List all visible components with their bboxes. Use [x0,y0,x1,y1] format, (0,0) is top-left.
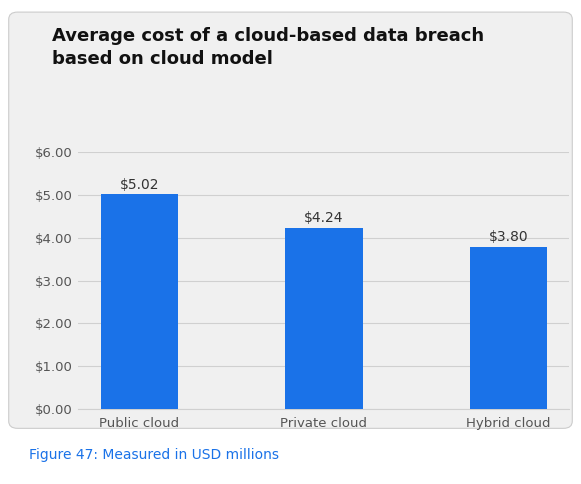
Text: Average cost of a cloud-based data breach
based on cloud model: Average cost of a cloud-based data breac… [52,27,485,68]
Text: $5.02: $5.02 [120,178,159,192]
Bar [101,195,178,409]
Text: $4.24: $4.24 [304,211,343,225]
Text: $3.80: $3.80 [489,230,528,244]
Bar [469,246,547,409]
Bar [285,227,363,409]
Text: Figure 47: Measured in USD millions: Figure 47: Measured in USD millions [29,448,279,462]
